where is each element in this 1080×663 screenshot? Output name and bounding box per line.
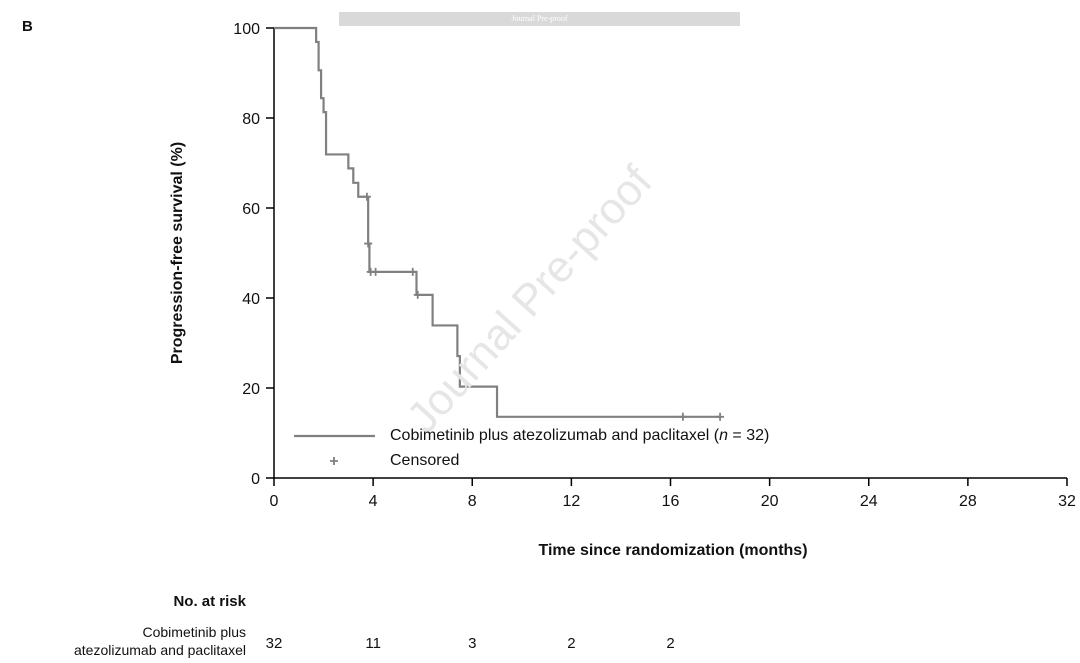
- at-risk-count: 2: [666, 635, 675, 652]
- x-tick-label: 16: [662, 493, 680, 510]
- censor-mark: [364, 239, 373, 248]
- x-tick-label: 20: [761, 493, 779, 510]
- x-tick-label: 28: [959, 493, 977, 510]
- journal-banner: Journal Pre-proof: [339, 12, 740, 26]
- y-tick-label: 60: [242, 201, 260, 218]
- panel-label: B: [22, 18, 33, 35]
- at-risk-count: 32: [265, 635, 283, 652]
- at-risk-count: 11: [365, 635, 381, 652]
- censor-mark: [678, 412, 687, 421]
- at-risk-count: 3: [468, 635, 477, 652]
- x-tick-label: 4: [369, 493, 378, 510]
- km-curve: [274, 26, 721, 418]
- x-axis-label: Time since randomization (months): [538, 542, 808, 559]
- legend-series-suffix: = 32): [727, 427, 770, 444]
- y-tick-label: 100: [233, 21, 260, 38]
- y-tick-label: 80: [242, 111, 260, 128]
- x-tick-label: 24: [860, 493, 878, 510]
- x-tick-label: 32: [1058, 493, 1076, 510]
- at-risk-count: 2: [567, 635, 576, 652]
- legend-series-n: n: [719, 427, 728, 444]
- at-risk-heading: No. at risk: [173, 593, 246, 610]
- y-tick-label: 0: [251, 471, 260, 488]
- censor-mark: [362, 192, 371, 201]
- x-tick-label: 0: [270, 493, 279, 510]
- x-tick-label: 8: [468, 493, 477, 510]
- censor-mark: [413, 290, 422, 299]
- x-tick-label: 12: [562, 493, 580, 510]
- legend-series-prefix: Cobimetinib plus atezolizumab and paclit…: [390, 427, 720, 444]
- censor-mark: [371, 267, 380, 276]
- y-tick-label: 40: [242, 291, 260, 308]
- legend-censored-label: Censored: [390, 452, 460, 469]
- legend-series-label: Cobimetinib plus atezolizumab and paclit…: [390, 427, 769, 445]
- at-risk-group-line2: atezolizumab and paclitaxel: [74, 642, 246, 658]
- censor-mark: [716, 412, 725, 421]
- at-risk-group-line1: Cobimetinib plus: [142, 624, 247, 640]
- y-axis-label: Progression-free survival (%): [169, 141, 186, 365]
- at-risk-group-label: Cobimetinib plus atezolizumab and paclit…: [74, 623, 246, 659]
- legend-censor-symbol: [330, 457, 338, 465]
- censor-mark: [408, 267, 417, 276]
- y-tick-label: 20: [242, 381, 260, 398]
